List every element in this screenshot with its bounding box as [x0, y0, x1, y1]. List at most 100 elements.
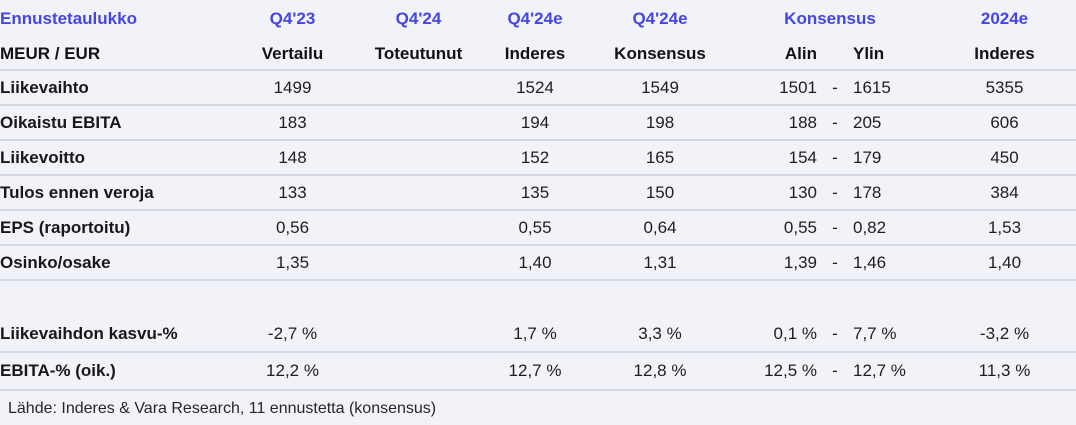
table-title: Ennustetaulukko [0, 9, 137, 28]
range-dash: - [832, 324, 838, 343]
cell-vertailu: 1,35 [275, 252, 310, 272]
table-row-oikaistu-ebita: Oikaistu EBITA 183 194 198 188 - 205 606 [0, 105, 1076, 140]
col-header-q4-24e-konsensus: Q4'24e [632, 9, 688, 28]
header-sub-row: MEUR / EUR Vertailu Toteutunut Inderes K… [0, 38, 1076, 70]
table-row-liikevoitto: Liikevoitto 148 152 165 154 - 179 450 [0, 140, 1076, 175]
subheader-inderes: Inderes [504, 43, 566, 63]
cell-alin: 0,55 [783, 217, 817, 237]
cell-2024e: 1,53 [987, 217, 1022, 237]
row-label: EBITA-% (oik.) [0, 361, 116, 380]
cell-alin: 130 [788, 182, 817, 202]
cell-konsensus: 165 [645, 147, 675, 167]
cell-alin: 1501 [779, 77, 817, 97]
cell-konsensus: 150 [645, 182, 675, 202]
table-row-osinko: Osinko/osake 1,35 1,40 1,31 1,39 - 1,46 … [0, 245, 1076, 280]
cell-ylin: 178 [853, 182, 882, 202]
subheader-ylin: Ylin [853, 43, 885, 63]
header-period-row: Ennustetaulukko Q4'23 Q4'24 Q4'24e Q4'24… [0, 0, 1076, 38]
cell-toteutunut [360, 245, 477, 280]
cell-alin: 154 [788, 147, 817, 167]
cell-vertailu: -2,7 % [267, 324, 318, 343]
cell-inderes: 1524 [516, 77, 554, 97]
range-dash: - [832, 77, 838, 97]
table-row-tulos-ennen-veroja: Tulos ennen veroja 133 135 150 130 - 178… [0, 175, 1076, 210]
cell-ylin: 0,82 [853, 217, 887, 237]
row-label: Oikaistu EBITA [0, 112, 122, 132]
cell-alin: 188 [788, 112, 817, 132]
cell-ylin: 1,46 [853, 252, 887, 272]
cell-toteutunut [360, 140, 477, 175]
subheader-vertailu: Vertailu [261, 43, 324, 63]
table-row-spacer [0, 280, 1076, 317]
cell-toteutunut [360, 210, 477, 245]
cell-2024e: 450 [990, 147, 1019, 167]
cell-inderes: 194 [520, 112, 550, 132]
table-row-liikevaihto: Liikevaihto 1499 1524 1549 1501 - 1615 5… [0, 70, 1076, 105]
cell-alin: 1,39 [783, 252, 817, 272]
cell-alin: 12,5 % [764, 361, 817, 380]
row-label: Liikevaihdon kasvu-% [0, 324, 178, 343]
cell-toteutunut [360, 175, 477, 210]
row-label: Liikevaihto [0, 77, 89, 97]
cell-ylin: 7,7 % [853, 324, 897, 343]
cell-konsensus: 12,8 % [633, 361, 687, 380]
cell-2024e: 606 [990, 112, 1019, 132]
cell-konsensus: 1549 [641, 77, 679, 97]
cell-toteutunut [360, 352, 477, 390]
row-label: Tulos ennen veroja [0, 182, 154, 202]
range-dash: - [832, 182, 838, 202]
cell-toteutunut [360, 105, 477, 140]
cell-2024e: 11,3 % [978, 361, 1031, 380]
table-row-eps: EPS (raportoitu) 0,56 0,55 0,64 0,55 - 0… [0, 210, 1076, 245]
cell-konsensus: 1,31 [643, 252, 677, 272]
row-label: Liikevoitto [0, 147, 86, 167]
forecast-table: Ennustetaulukko Q4'23 Q4'24 Q4'24e Q4'24… [0, 0, 1076, 390]
col-header-q4-24e-inderes: Q4'24e [507, 9, 563, 28]
cell-2024e: -3,2 % [979, 324, 1030, 343]
cell-konsensus: 198 [645, 112, 675, 132]
range-dash: - [832, 112, 838, 132]
cell-ylin: 205 [853, 112, 882, 132]
cell-inderes: 1,40 [518, 252, 552, 272]
cell-vertailu: 0,56 [275, 217, 310, 237]
cell-toteutunut [360, 70, 477, 105]
col-header-2024e: 2024e [980, 9, 1029, 28]
cell-2024e: 5355 [985, 77, 1024, 97]
cell-vertailu: 148 [278, 147, 307, 167]
cell-ylin: 12,7 % [853, 361, 906, 380]
cell-konsensus: 3,3 % [638, 324, 682, 343]
source-note: Lähde: Inderes & Vara Research, 11 ennus… [8, 400, 437, 417]
cell-vertailu: 133 [278, 182, 307, 202]
range-dash: - [832, 147, 838, 167]
cell-vertailu: 1499 [273, 77, 312, 97]
col-header-q4-24: Q4'24 [395, 9, 442, 28]
cell-inderes: 1,7 % [513, 324, 557, 343]
cell-inderes: 135 [520, 182, 550, 202]
cell-alin: 0,1 % [773, 324, 817, 343]
table-unit-label: MEUR / EUR [0, 43, 101, 63]
table-row-ebita-pct: EBITA-% (oik.) 12,2 % 12,7 % 12,8 % 12,5… [0, 352, 1076, 390]
subheader-toteutunut: Toteutunut [374, 43, 463, 63]
cell-konsensus: 0,64 [643, 217, 677, 237]
cell-inderes: 0,55 [518, 217, 552, 237]
cell-inderes: 12,7 % [508, 361, 562, 380]
row-label: EPS (raportoitu) [0, 217, 131, 237]
range-dash: - [832, 252, 838, 272]
cell-ylin: 1615 [853, 77, 891, 97]
table-row-liikevaihdon-kasvu: Liikevaihdon kasvu-% -2,7 % 1,7 % 3,3 % … [0, 317, 1076, 352]
subheader-alin: Alin [784, 43, 817, 63]
subheader-inderes-2024: Inderes [974, 43, 1035, 63]
cell-ylin: 179 [853, 147, 882, 167]
cell-vertailu: 183 [278, 112, 307, 132]
cell-inderes: 152 [520, 147, 550, 167]
range-dash: - [832, 217, 838, 237]
subheader-konsensus: Konsensus [614, 43, 706, 63]
cell-2024e: 384 [990, 182, 1019, 202]
cell-toteutunut [360, 317, 477, 352]
col-header-q4-23: Q4'23 [269, 9, 316, 28]
row-label: Osinko/osake [0, 252, 111, 272]
cell-2024e: 1,40 [987, 252, 1022, 272]
range-dash-header [817, 38, 853, 70]
cell-vertailu: 12,2 % [266, 361, 319, 380]
col-header-konsensus-range: Konsensus [784, 9, 876, 28]
